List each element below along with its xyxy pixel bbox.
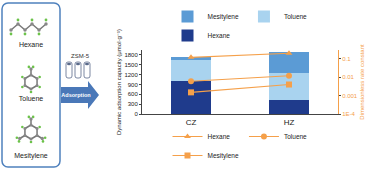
svg-text:Hexane: Hexane (208, 133, 231, 140)
svg-text:0.01: 0.01 (342, 74, 354, 80)
svg-text:Mesitylene: Mesitylene (208, 152, 239, 160)
svg-text:Hexane: Hexane (19, 41, 43, 48)
svg-text:Dimensionless rate constant: Dimensionless rate constant (359, 44, 365, 120)
svg-text:Hexane: Hexane (208, 32, 231, 39)
svg-text:900: 900 (128, 82, 139, 88)
svg-text:1800: 1800 (124, 52, 138, 58)
svg-text:300: 300 (128, 101, 139, 107)
svg-text:Toluene: Toluene (284, 13, 307, 20)
svg-text:ZSM-5: ZSM-5 (71, 53, 90, 59)
svg-text:0.1: 0.1 (342, 56, 351, 62)
svg-text:CZ: CZ (186, 118, 197, 127)
svg-text:0: 0 (134, 111, 138, 117)
svg-text:600: 600 (128, 91, 139, 97)
svg-text:1200: 1200 (124, 72, 138, 78)
svg-text:Dynamic adsorption capacity (μ: Dynamic adsorption capacity (μmol·g⁻¹) (116, 29, 122, 135)
svg-text:Adsorption: Adsorption (61, 92, 91, 98)
svg-text:1E-4: 1E-4 (342, 111, 355, 117)
svg-text:Mesitylene: Mesitylene (208, 13, 239, 21)
svg-text:Toluene: Toluene (284, 133, 307, 140)
svg-text:Mesitylene: Mesitylene (14, 152, 48, 160)
svg-text:0.001: 0.001 (342, 93, 358, 99)
svg-text:1500: 1500 (124, 62, 138, 68)
svg-text:Toluene: Toluene (19, 95, 44, 102)
svg-text:HZ: HZ (284, 118, 295, 127)
